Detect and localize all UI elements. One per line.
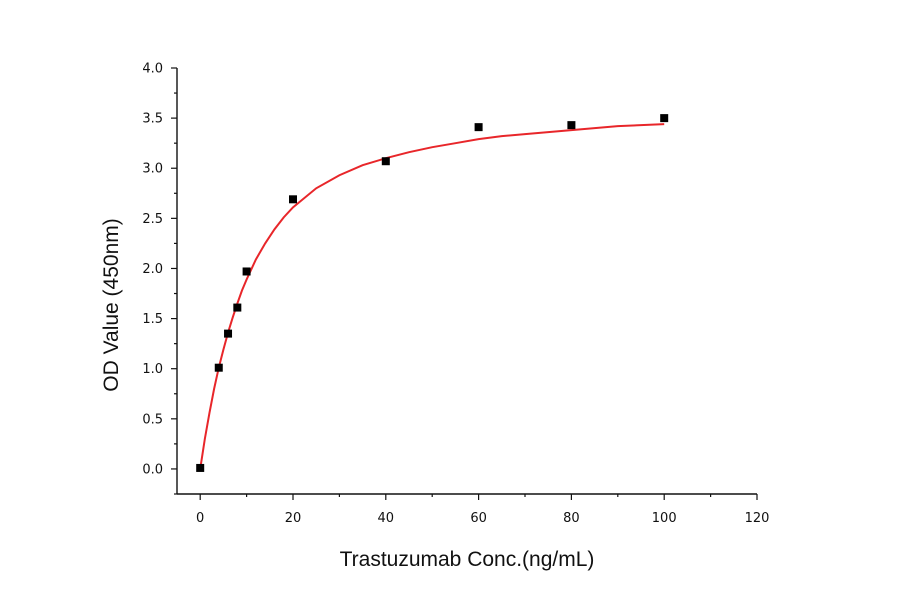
data-point xyxy=(660,114,669,123)
y-tick-label: 4.0 xyxy=(142,62,163,77)
y-tick-label: 0.5 xyxy=(142,412,163,427)
plot-area: 0.0 0.5 1.0 1.5 2.0 2.5 3.0 3.5 4.0 0 20 40 60 80 100 1… xyxy=(142,62,769,527)
y-tick-label: 0.0 xyxy=(142,462,163,477)
data-point xyxy=(214,363,223,372)
y-tick-label: 1.5 xyxy=(142,312,163,327)
y-tick-label: 2.0 xyxy=(142,262,163,277)
data-point xyxy=(474,123,483,132)
fit-curve-line xyxy=(199,123,665,470)
x-tick-label: 80 xyxy=(563,511,580,526)
data-point xyxy=(224,329,233,338)
x-axis-title: Trastuzumab Conc.(ng/mL) xyxy=(340,548,595,571)
y-axis-title: OD Value (450nm) xyxy=(100,218,123,392)
data-point xyxy=(196,463,205,472)
data-point xyxy=(381,157,390,166)
y-tick-label: 2.5 xyxy=(142,212,163,227)
y-tick-label: 3.0 xyxy=(142,162,163,177)
x-tick-label: 0 xyxy=(196,511,204,526)
data-point xyxy=(567,121,576,130)
data-point xyxy=(289,195,297,204)
x-tick-label: 20 xyxy=(285,511,302,526)
x-tick-label: 100 xyxy=(652,511,677,526)
data-point xyxy=(233,303,242,312)
y-tick-label: 1.0 xyxy=(142,362,163,377)
x-tick-label: 60 xyxy=(470,511,487,526)
x-tick-label: 40 xyxy=(378,511,395,526)
x-tick-label: 120 xyxy=(745,511,770,526)
data-point xyxy=(242,267,251,276)
y-tick-label: 3.5 xyxy=(142,112,163,127)
